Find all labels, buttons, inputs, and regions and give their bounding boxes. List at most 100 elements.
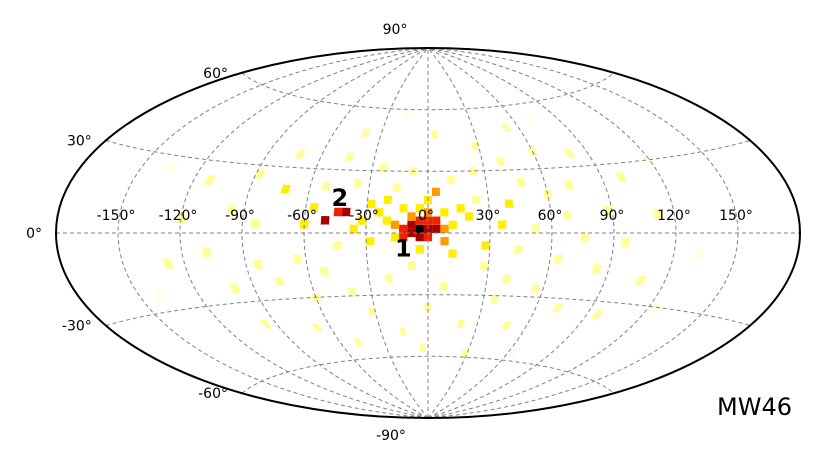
heat-cell — [333, 207, 343, 217]
heat-cell — [399, 233, 408, 242]
heat-cell — [504, 199, 514, 208]
heat-cell — [481, 241, 490, 250]
annotation-label: 1 — [395, 234, 412, 262]
graticule — [56, 47, 800, 419]
lon-tick-label: -30° — [349, 208, 379, 224]
heat-cell — [460, 348, 469, 358]
heat-cell — [415, 216, 424, 225]
heat-cell — [392, 183, 401, 192]
lon-tick-label: -150° — [97, 208, 136, 224]
heat-cell — [258, 319, 273, 329]
heat-cell — [294, 150, 307, 159]
heat-cell — [176, 213, 186, 224]
lat-tick-label: 0° — [26, 226, 42, 242]
parallel-line — [105, 294, 751, 326]
heat-cell — [500, 123, 512, 132]
heat-cell — [407, 212, 416, 221]
heat-cell — [525, 116, 539, 126]
heat-cell — [440, 224, 449, 233]
heat-cell — [280, 184, 291, 194]
heat-cell — [501, 321, 512, 330]
heat-cell — [201, 247, 212, 258]
heat-cell — [590, 310, 604, 320]
heat-cell — [366, 199, 376, 209]
heat-cell — [615, 172, 628, 182]
heat-cell — [479, 262, 489, 271]
heat-cell — [228, 284, 241, 294]
heat-cell — [602, 205, 613, 215]
heat-cell — [374, 208, 384, 217]
heat-cell — [309, 203, 319, 212]
parallel-line — [241, 355, 615, 394]
heat-cell — [333, 241, 342, 250]
heat-cell — [448, 249, 457, 258]
heat-cell — [344, 153, 355, 162]
heat-cell — [415, 204, 424, 213]
heat-cell — [321, 181, 331, 191]
heat-cell — [530, 284, 541, 293]
parallel-line — [241, 72, 615, 111]
annotations: 12 — [331, 184, 411, 262]
heat-cell — [440, 237, 449, 246]
heat-cell — [424, 302, 432, 312]
heat-cell — [226, 205, 237, 215]
lon-tick-label: -60° — [287, 208, 317, 224]
heat-cell — [383, 195, 392, 205]
lon-tick-label: 60° — [538, 208, 563, 224]
heat-cell — [591, 264, 602, 274]
heat-cell — [361, 128, 371, 137]
lon-tick-label: 0° — [418, 208, 434, 224]
heat-cell — [203, 175, 216, 186]
heat-cell — [464, 212, 474, 221]
heat-cell — [349, 224, 358, 233]
heat-cell — [366, 237, 375, 246]
heat-cell — [652, 208, 663, 219]
heat-cell — [552, 302, 564, 312]
heat-cell — [390, 220, 400, 229]
lat-tick-label: 90° — [383, 22, 408, 38]
heat-cell — [253, 169, 266, 179]
heat-cell — [152, 290, 168, 302]
heat-cell — [431, 187, 440, 196]
heat-cell — [423, 233, 433, 242]
lon-tick-label: 30° — [476, 208, 501, 224]
heat-cell — [293, 254, 303, 264]
heat-cell — [415, 233, 424, 242]
heat-cell — [347, 287, 357, 296]
heat-cell — [440, 208, 449, 217]
heat-cell — [407, 261, 416, 270]
heat-cell — [513, 245, 523, 255]
heat-cell — [390, 233, 400, 242]
heat-cell — [399, 204, 408, 213]
heat-cell — [311, 323, 324, 333]
heat-cell — [634, 275, 647, 286]
heat-cell — [489, 295, 500, 305]
lon-tick-label: -120° — [159, 208, 198, 224]
lat-tick-label: 60° — [203, 66, 228, 82]
heat-cell — [253, 259, 264, 270]
heat-cell — [382, 216, 391, 225]
heat-cell — [162, 258, 174, 269]
heat-cell — [353, 178, 363, 188]
heat-cell — [447, 175, 456, 184]
heat-cell — [439, 282, 448, 291]
heat-cell — [562, 211, 573, 220]
heat-cell — [542, 189, 553, 199]
heat-cell — [399, 327, 407, 337]
heat-cell — [320, 216, 330, 225]
heat-cell — [384, 274, 393, 283]
heat-cell — [553, 254, 563, 264]
panel-label: MW46 — [717, 393, 792, 421]
heat-cell — [352, 337, 364, 347]
heat-cell — [563, 180, 575, 190]
heat-cell — [470, 141, 480, 151]
heat-cell — [319, 266, 329, 276]
heat-cell — [432, 224, 441, 233]
meridian-line — [427, 47, 739, 419]
lon-tick-label: -90° — [225, 208, 255, 224]
heat-cell — [431, 130, 438, 139]
lat-tick-label: -90° — [376, 428, 406, 444]
lat-tick-label: 30° — [67, 134, 92, 150]
lon-tick-label: 120° — [657, 208, 691, 224]
heat-cell — [403, 109, 411, 118]
